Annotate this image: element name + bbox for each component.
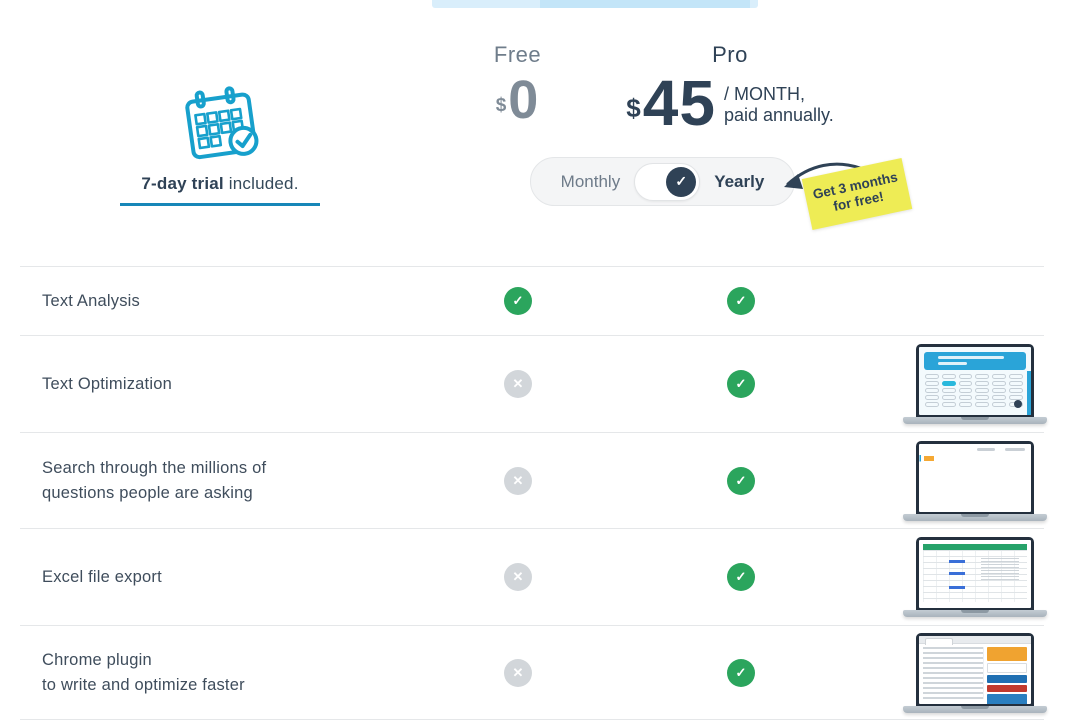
- pro-period-line2: paid annually.: [723, 105, 834, 125]
- pro-cell: ✓: [727, 336, 755, 432]
- spreadsheet-header-row: [923, 544, 1027, 550]
- laptop-screen: [916, 632, 1034, 706]
- free-cell: ✕: [504, 336, 532, 432]
- not-included-cross-icon: ✕: [504, 370, 532, 398]
- thumbnail-cell: [903, 336, 1047, 432]
- pro-cell: ✓: [727, 626, 755, 719]
- free-cell: ✕: [504, 529, 532, 625]
- promo-curved-arrow-icon: [784, 162, 862, 189]
- not-included-cross-icon: ✕: [504, 466, 532, 495]
- free-amount: 0: [508, 70, 540, 130]
- monthly-toggle-label[interactable]: Monthly: [560, 171, 621, 191]
- pro-currency: $: [626, 93, 641, 123]
- text-optimization-screenshot: [903, 344, 1047, 424]
- laptop-screen: [916, 344, 1034, 417]
- feature-row-excel-export: Excel file export ✕ ✓: [20, 528, 1047, 625]
- feature-line1: Chrome plugin: [42, 650, 152, 669]
- laptop-screen: [916, 440, 1034, 514]
- calendar-check-icon: [185, 86, 259, 160]
- spreadsheet-grid: [923, 550, 1027, 602]
- feature-name: Chrome plugin to write and optimize fast…: [42, 626, 245, 719]
- top-cropped-decoration: [432, 0, 758, 8]
- billing-toggle-switch[interactable]: ✓: [634, 162, 701, 201]
- free-plan-price: $0: [455, 70, 580, 130]
- trial-caption-bold: 7-day trial: [141, 174, 224, 193]
- feature-row-question-search: Search through the millions of questions…: [20, 432, 1047, 528]
- plugin-sidebar: [987, 646, 1027, 704]
- trial-caption: 7-day trial included.: [70, 174, 370, 194]
- pro-plan-name: Pro: [712, 42, 748, 67]
- pro-cell: ✓: [727, 529, 755, 625]
- thumbnail-cell: [903, 626, 1047, 719]
- thumbnail-cell: [903, 433, 1047, 528]
- free-cell: ✕: [504, 626, 532, 719]
- trial-block: 7-day trial included.: [70, 84, 370, 206]
- feature-line2: to write and optimize faster: [42, 675, 245, 694]
- feature-name: Text Optimization: [42, 336, 172, 432]
- document-text-area: [923, 646, 984, 699]
- included-check-icon: ✓: [727, 466, 755, 495]
- toggle-knob-check-icon[interactable]: ✓: [666, 166, 697, 197]
- free-cell: ✓: [504, 267, 532, 335]
- pro-period-line1: / MONTH,: [723, 84, 805, 104]
- included-check-icon: ✓: [504, 287, 532, 315]
- pro-billing-period: / MONTH, paid annually.: [724, 84, 834, 126]
- trial-underline: [120, 203, 320, 206]
- table-column-headers: [919, 444, 1031, 456]
- plan-pro: Pro $45 / MONTH, paid annually.: [580, 42, 880, 139]
- thumbnail-cell: [903, 529, 1047, 625]
- feature-comparison-table: Text Analysis ✓ ✓ Text Optimization ✕ ✓: [20, 266, 1047, 720]
- feature-line1: Excel file export: [42, 567, 162, 586]
- laptop-base: [903, 610, 1047, 617]
- laptop-base: [903, 705, 1047, 713]
- pro-cell: ✓: [727, 433, 755, 528]
- included-check-icon: ✓: [727, 287, 755, 315]
- billing-period-toggle[interactable]: Monthly ✓ Yearly: [530, 157, 795, 206]
- pro-amount: 45: [642, 67, 716, 139]
- not-included-cross-icon: ✕: [504, 658, 532, 687]
- feature-line1: Text Optimization: [42, 374, 172, 393]
- laptop-screen: [916, 537, 1034, 610]
- feature-name: Text Analysis: [42, 267, 140, 335]
- free-currency: $: [495, 95, 507, 116]
- keyword-pills: [919, 373, 1031, 407]
- included-check-icon: ✓: [727, 563, 755, 591]
- feature-name: Search through the millions of questions…: [42, 433, 266, 528]
- laptop-base: [903, 417, 1047, 424]
- laptop-base: [903, 513, 1047, 521]
- excel-export-screenshot: [903, 537, 1047, 617]
- browser-toolbar: [919, 635, 1031, 645]
- included-check-icon: ✓: [727, 658, 755, 687]
- feature-row-text-analysis: Text Analysis ✓ ✓: [20, 266, 1044, 335]
- plan-free: Free $0: [455, 42, 580, 130]
- questions-search-screenshot: [903, 440, 1047, 521]
- app-banner: [924, 352, 1026, 370]
- feature-row-chrome-plugin: Chrome plugin to write and optimize fast…: [20, 625, 1047, 720]
- feature-line2: questions people are asking: [42, 483, 253, 502]
- feature-line1: Search through the millions of: [42, 458, 267, 477]
- action-dot: [1014, 400, 1022, 408]
- pro-plan-price: $45 / MONTH, paid annually.: [580, 67, 880, 139]
- pro-cell: ✓: [727, 267, 755, 335]
- free-plan-name: Free: [493, 42, 542, 67]
- feature-name: Excel file export: [42, 529, 162, 625]
- feature-line1: Text Analysis: [42, 291, 140, 310]
- yearly-toggle-label[interactable]: Yearly: [714, 171, 765, 191]
- feature-row-text-optimization: Text Optimization ✕ ✓: [20, 335, 1047, 432]
- chrome-plugin-screenshot: [903, 632, 1047, 713]
- trial-caption-rest: included.: [223, 174, 299, 193]
- not-included-cross-icon: ✕: [504, 563, 532, 591]
- free-cell: ✕: [504, 433, 532, 528]
- included-check-icon: ✓: [727, 370, 755, 398]
